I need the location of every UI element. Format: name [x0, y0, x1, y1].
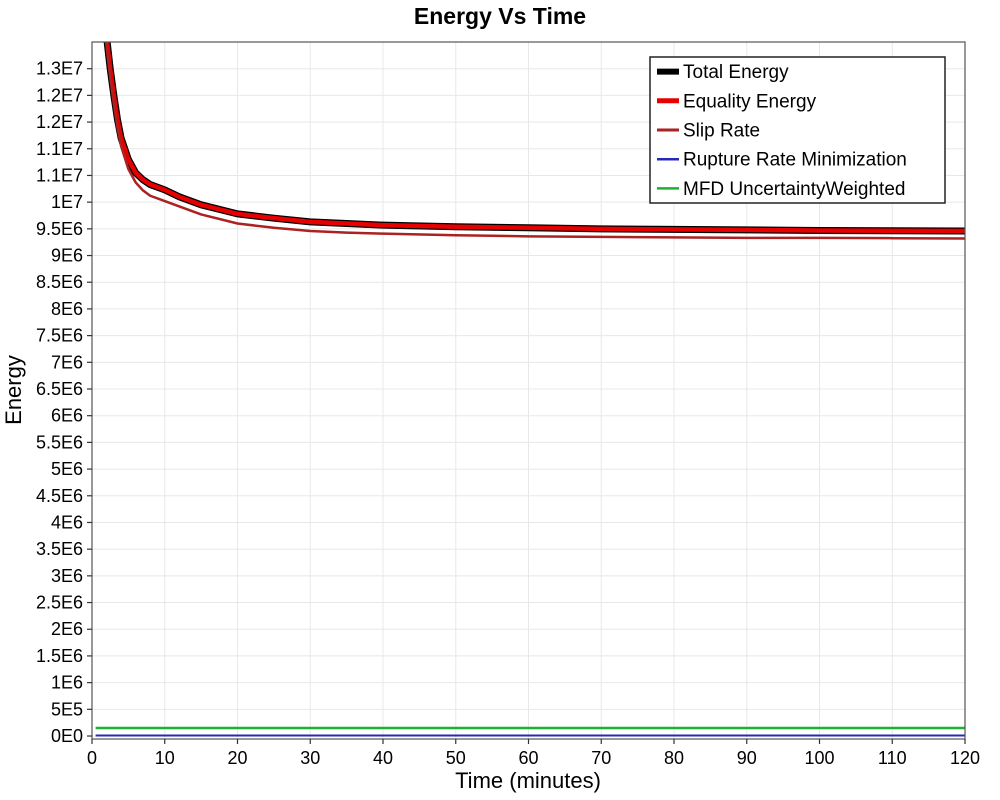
x-tick-label: 120: [950, 748, 980, 768]
x-tick-label: 30: [300, 748, 320, 768]
legend-label: Rupture Rate Minimization: [683, 150, 907, 171]
legend-item-equality-energy: Equality Energy: [657, 91, 817, 112]
x-axis-title: Time (minutes): [455, 768, 601, 793]
y-tick-label: 1.2E7: [36, 85, 83, 105]
y-tick-label: 2E6: [51, 619, 83, 639]
legend-label: Total Energy: [683, 62, 789, 83]
legend-item-mfd-uncertaintyweighted: MFD UncertaintyWeighted: [657, 179, 905, 200]
x-tick-label: 80: [664, 748, 684, 768]
y-tick-label: 1E7: [51, 192, 83, 212]
y-tick-label: 9E6: [51, 246, 83, 266]
axis-ticks: 0 10 20 30 40 50 60 70 80 90 100 110 120 0E0 5E5 1E6 1.5…: [36, 59, 980, 768]
y-tick-label: 5E6: [51, 459, 83, 479]
y-tick-label: 8.5E6: [36, 272, 83, 292]
y-tick-label: 1E6: [51, 673, 83, 693]
legend: Total Energy Equality Energy Slip Rate Rupt…: [649, 56, 946, 204]
y-tick-label: 5.5E6: [36, 432, 83, 452]
legend-item-rupture-rate-minimization: Rupture Rate Minimization: [657, 150, 907, 171]
y-tick-label: 9.5E6: [36, 219, 83, 239]
y-tick-label: 0E0: [51, 726, 83, 746]
y-tick-label: 5E5: [51, 699, 83, 719]
legend-label: Slip Rate: [683, 121, 760, 142]
y-tick-label: 1.5E6: [36, 646, 83, 666]
y-tick-label: 1.2E7: [36, 112, 83, 132]
x-tick-label: 10: [155, 748, 175, 768]
y-tick-label: 2.5E6: [36, 593, 83, 613]
legend-item-slip-rate: Slip Rate: [657, 121, 760, 142]
y-tick-label: 7.5E6: [36, 326, 83, 346]
y-tick-label: 1.1E7: [36, 165, 83, 185]
y-tick-label: 3E6: [51, 566, 83, 586]
y-tick-label: 6.5E6: [36, 379, 83, 399]
y-tick-label: 3.5E6: [36, 539, 83, 559]
y-tick-label: 1.1E7: [36, 139, 83, 159]
legend-item-total-energy: Total Energy: [657, 62, 789, 83]
series-line-slip-rate: [105, 42, 965, 240]
x-tick-label: 20: [227, 748, 247, 768]
y-axis-title: Energy: [1, 355, 26, 425]
x-tick-label: 60: [518, 748, 538, 768]
y-tick-label: 7E6: [51, 352, 83, 372]
series-group: [95, 42, 965, 737]
y-tick-label: 6E6: [51, 406, 83, 426]
x-tick-label: 90: [737, 748, 757, 768]
y-tick-label: 4.5E6: [36, 486, 83, 506]
x-tick-label: 0: [87, 748, 97, 768]
y-tick-label: 1.3E7: [36, 59, 83, 79]
x-tick-label: 50: [446, 748, 466, 768]
x-tick-label: 40: [373, 748, 393, 768]
chart-title: Energy Vs Time: [413, 3, 587, 29]
y-tick-label: 4E6: [51, 512, 83, 532]
legend-label: Equality Energy: [683, 91, 817, 112]
y-tick-label: 8E6: [51, 299, 83, 319]
legend-box: [649, 56, 946, 204]
legend-label: MFD UncertaintyWeighted: [683, 179, 905, 200]
x-tick-label: 110: [878, 748, 907, 768]
x-tick-label: 100: [804, 748, 834, 768]
x-tick-label: 70: [591, 748, 611, 768]
